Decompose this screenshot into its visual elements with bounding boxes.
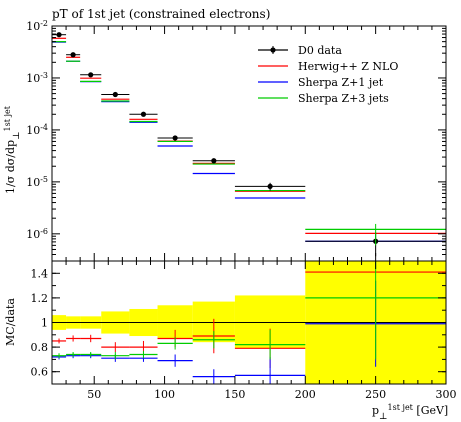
x-tick-label: 50 — [87, 388, 101, 401]
legend-label: Sherpa Z+1 jet — [298, 76, 384, 89]
data-point — [112, 91, 118, 98]
legend-label: Herwig++ Z NLO — [298, 60, 398, 73]
x-tick-label: 250 — [365, 388, 386, 401]
legend-label: D0 data — [298, 44, 342, 57]
x-axis-label: p⊥1st jet [GeV] — [372, 403, 448, 422]
y-tick-label: 10-6 — [26, 226, 48, 241]
y-tick-label: 10-3 — [26, 70, 48, 85]
chart-title: pT of 1st jet (constrained electrons) — [52, 7, 270, 21]
main-y-axis-label: 1/σ dσ/dp⊥1st jet — [3, 105, 23, 194]
y-tick-label: 10-4 — [26, 122, 48, 137]
data-point — [140, 111, 147, 117]
ratio-y-tick-label: 1.2 — [31, 292, 49, 305]
y-tick-label: 10-5 — [26, 174, 48, 189]
ratio-y-tick-label: 1 — [41, 317, 48, 330]
legend-label: Sherpa Z+3 jets — [298, 92, 389, 105]
x-tick-label: 200 — [295, 388, 316, 401]
ratio-y-axis-label: MC/data — [4, 298, 17, 346]
x-tick-label: 300 — [436, 388, 457, 401]
data-point — [88, 72, 94, 78]
ratio-plot: 0.6 0.8 1 1.2 1.4 50 100 150 200 250 300 — [31, 260, 457, 401]
data-point — [172, 135, 178, 141]
x-tick-label: 150 — [224, 388, 245, 401]
data-point — [211, 158, 217, 164]
data-point — [267, 183, 273, 189]
ratio-y-tick-label: 0.8 — [31, 341, 49, 354]
data-point — [70, 52, 76, 58]
main-plot: 10-2 10-3 10-4 10-5 10-6 D0 data Herwig++ Z NL… — [26, 19, 447, 262]
y-tick-label: 10-2 — [26, 19, 48, 34]
x-tick-label: 100 — [154, 388, 175, 401]
ratio-y-tick-label: 0.6 — [31, 366, 49, 379]
ratio-y-tick-label: 1.4 — [31, 267, 49, 280]
data-point — [56, 32, 62, 38]
